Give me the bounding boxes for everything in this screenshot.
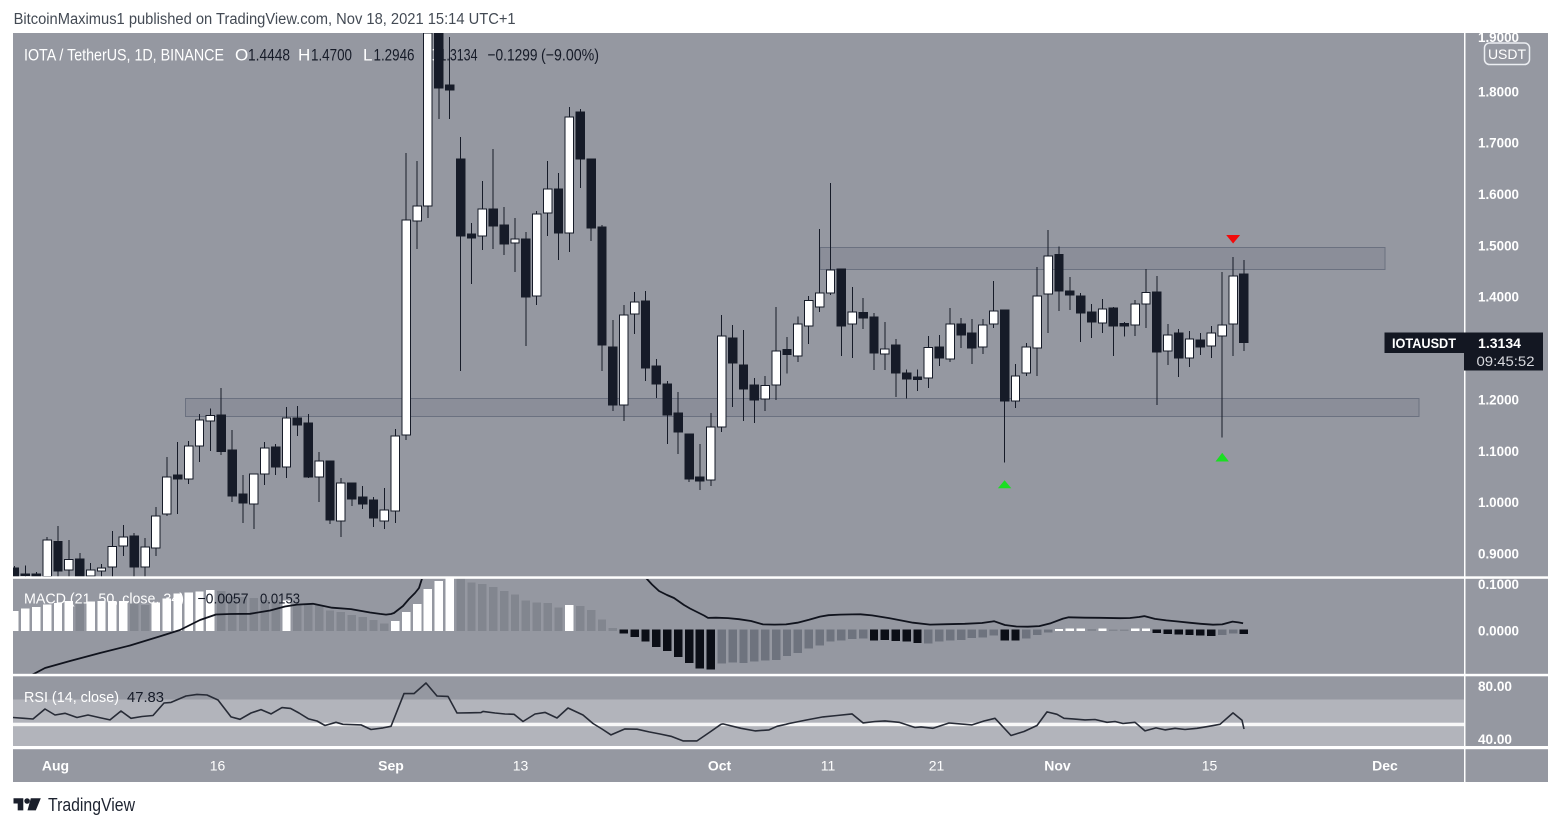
svg-text:MACD (21, 50, close, 34): MACD (21, 50, close, 34) <box>24 591 184 608</box>
svg-text:0.0000: 0.0000 <box>1478 623 1519 639</box>
svg-text:1.3134: 1.3134 <box>1478 335 1521 351</box>
svg-text:1.8000: 1.8000 <box>1478 83 1519 99</box>
svg-text:09:45:52: 09:45:52 <box>1477 353 1535 369</box>
svg-text:1.7000: 1.7000 <box>1478 135 1519 151</box>
svg-text:(−9.00%): (−9.00%) <box>541 46 599 65</box>
svg-text:40.00: 40.00 <box>1478 731 1512 747</box>
svg-text:1.2946: 1.2946 <box>374 46 415 65</box>
svg-text:1.4000: 1.4000 <box>1478 289 1519 305</box>
svg-text:1.3134: 1.3134 <box>440 46 478 65</box>
svg-text:−0.0057: −0.0057 <box>198 591 249 608</box>
svg-text:Dec: Dec <box>1372 758 1398 774</box>
svg-text:0.1000: 0.1000 <box>1478 576 1519 592</box>
svg-text:1.2000: 1.2000 <box>1478 391 1519 407</box>
svg-text:47.83: 47.83 <box>127 689 164 706</box>
svg-text:−0.1299: −0.1299 <box>488 46 538 65</box>
svg-text:H: H <box>298 46 310 65</box>
svg-text:1.4700: 1.4700 <box>311 46 352 65</box>
svg-text:1.4448: 1.4448 <box>248 46 290 65</box>
svg-text:RSI (14, close): RSI (14, close) <box>24 689 119 706</box>
svg-text:11: 11 <box>821 758 836 774</box>
svg-text:15: 15 <box>1202 758 1218 774</box>
svg-text:L: L <box>363 46 372 65</box>
svg-text:21: 21 <box>929 758 945 774</box>
svg-text:1.9000: 1.9000 <box>1478 29 1519 45</box>
svg-text:16: 16 <box>210 758 226 774</box>
svg-text:0.0153: 0.0153 <box>260 591 300 608</box>
svg-text:Oct: Oct <box>708 758 732 774</box>
svg-text:0.9000: 0.9000 <box>1478 546 1519 562</box>
svg-text:IOTA / TetherUS, 1D, BINANCE: IOTA / TetherUS, 1D, BINANCE <box>24 46 224 65</box>
svg-text:1.1000: 1.1000 <box>1478 443 1519 459</box>
svg-text:USDT: USDT <box>1488 46 1527 62</box>
svg-text:BitcoinMaximus1 published on T: BitcoinMaximus1 published on TradingView… <box>14 11 516 28</box>
svg-text:Sep: Sep <box>378 758 404 774</box>
svg-text:O: O <box>235 46 248 65</box>
svg-text:13: 13 <box>513 758 529 774</box>
svg-text:Aug: Aug <box>42 758 69 774</box>
svg-text:1.6000: 1.6000 <box>1478 186 1519 202</box>
svg-text:80.00: 80.00 <box>1478 678 1512 694</box>
svg-text:Nov: Nov <box>1044 758 1071 774</box>
svg-text:1.0000: 1.0000 <box>1478 494 1519 510</box>
svg-text:TradingView: TradingView <box>48 795 136 815</box>
svg-text:IOTAUSDT: IOTAUSDT <box>1392 335 1456 351</box>
svg-text:1.5000: 1.5000 <box>1478 237 1519 253</box>
